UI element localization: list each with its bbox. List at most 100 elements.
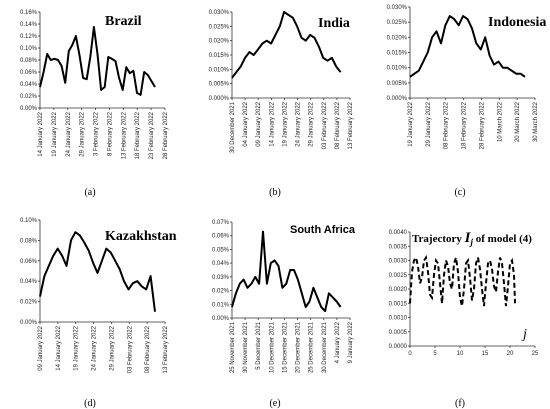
- y-tick-label: 0.030%: [209, 10, 230, 16]
- x-tick-label: 29 January 2022: [426, 101, 432, 146]
- y-tick-label: 0.025%: [209, 24, 230, 30]
- chart-title: Brazil: [105, 14, 142, 29]
- x-tick-label: 18 February 2022: [462, 101, 468, 149]
- caption-f: (f): [455, 398, 465, 409]
- x-tick-label: 14 January 2022: [269, 101, 275, 146]
- y-tick-label: 0.04%: [20, 279, 38, 285]
- y-tick-label: 0.04%: [212, 261, 230, 267]
- x-tick-label: 19 January 2022: [52, 111, 58, 156]
- x-tick-label: 8 February 2022: [107, 111, 113, 156]
- x-tick-label: 29 January 2022: [309, 101, 315, 146]
- y-tick-label: 0.010%: [387, 66, 408, 72]
- y-tick-label: 0.16%: [20, 10, 38, 16]
- y-tick-label: 0.00%: [20, 106, 38, 112]
- caption-d: (d): [84, 398, 96, 409]
- x-tick-label: 28 February 2022: [479, 101, 485, 149]
- y-tick-label: 0.0015: [389, 301, 408, 307]
- x-tick-label: 4 January 2022: [335, 321, 341, 363]
- series-line: [409, 15, 526, 78]
- x-tick-label: 20 December 2021: [296, 321, 302, 373]
- series-line: [39, 231, 156, 312]
- y-tick-label: 0.12%: [20, 34, 38, 40]
- y-tick-label: 0.03%: [212, 275, 230, 281]
- x-tick-label: 19 January 2022: [408, 101, 414, 146]
- x-tick-label: 19 January 2022: [282, 101, 288, 146]
- x-tick-label: 25 December 2021: [309, 321, 315, 373]
- y-tick-label: 0.06%: [212, 234, 230, 240]
- x-tick-label: 24 January 2022: [66, 111, 72, 156]
- y-tick-label: 0.07%: [212, 220, 230, 226]
- x-tick-label: 10: [457, 351, 464, 357]
- x-tick-label: 30 November 2021: [243, 321, 249, 373]
- x-tick-label: 03 February 2022: [322, 101, 328, 149]
- y-tick-label: 0.020%: [387, 35, 408, 41]
- y-tick-label: 0.08%: [20, 58, 38, 64]
- caption-a: (a): [84, 187, 95, 198]
- x-tick-label: 08 February 2022: [145, 325, 151, 373]
- caption-c: (c): [454, 187, 465, 198]
- y-tick-label: 0.08%: [20, 238, 38, 244]
- y-tick-label: 0.025%: [387, 20, 408, 26]
- x-tick-label: 10 March 2022: [497, 101, 503, 142]
- y-tick-label: 0.000%: [387, 96, 408, 102]
- x-tick-label: 29 January 2022: [80, 111, 86, 156]
- y-tick-label: 0.00%: [20, 320, 38, 326]
- x-tick-label: 10 December 2021: [269, 321, 275, 373]
- chart-panel-india: 0.000% 0.005% 0.010% 0.015% 0.020% 0.025% 0.03…: [209, 10, 354, 153]
- series-line: [231, 230, 342, 313]
- caption-b: (b): [269, 187, 281, 198]
- y-tick-label: 0.0025: [389, 273, 408, 279]
- series-line: [409, 254, 516, 307]
- x-tick-label: 25: [532, 351, 539, 357]
- y-tick-label: 0.015%: [209, 53, 230, 59]
- x-tick-label: 14 January 2022: [38, 111, 44, 156]
- y-tick-label: 0.06%: [20, 70, 38, 76]
- y-tick-label: 0.00%: [212, 316, 230, 322]
- x-tick-label: 25 November 2021: [230, 321, 236, 373]
- x-tick-label: 08 February 2022: [335, 101, 341, 149]
- y-tick-label: 0.02%: [20, 94, 38, 100]
- x-tick-label: 24 January 2022: [92, 325, 98, 370]
- chart-panel-south-africa: 0.00% 0.01% 0.02% 0.03% 0.04% 0.05% 0.06% 0.07%…: [212, 220, 356, 373]
- x-tick-label: 23 February 2022: [149, 111, 155, 159]
- y-tick-label: 0.10%: [20, 218, 38, 224]
- y-tick-label: 0.06%: [20, 259, 38, 265]
- y-tick-label: 0.015%: [387, 51, 408, 57]
- x-tick-label: 5: [433, 351, 437, 357]
- y-tick-label: 0.0000: [389, 344, 408, 350]
- caption-e: (e): [269, 398, 280, 409]
- x-tick-label: 30 March 2022: [533, 101, 539, 142]
- x-tick-label: 18 February 2022: [135, 111, 141, 159]
- y-tick-label: 0.0040: [389, 230, 408, 236]
- chart-panel-kazakhstan: 0.00% 0.02% 0.04% 0.06% 0.08% 0.10% 09 January…: [20, 218, 177, 373]
- x-axis-label: j: [521, 327, 527, 342]
- x-tick-label: 14 January 2022: [56, 325, 62, 370]
- y-tick-label: 0.005%: [209, 82, 230, 88]
- x-tick-label: 20: [507, 351, 514, 357]
- x-tick-label: 03 February 2022: [127, 325, 133, 373]
- y-tick-label: 0.0035: [389, 244, 408, 250]
- x-tick-label: 15 December 2021: [282, 321, 288, 373]
- x-tick-label: 20 March 2022: [515, 101, 521, 142]
- y-tick-label: 0.14%: [20, 22, 38, 28]
- series-line: [39, 26, 156, 96]
- y-tick-label: 0.10%: [20, 46, 38, 52]
- x-tick-label: 15: [482, 351, 489, 357]
- x-tick-label: 3 February 2022: [94, 111, 100, 156]
- x-tick-label: 13 February 2022: [348, 101, 354, 149]
- x-tick-label: 04 January 2022: [243, 101, 249, 146]
- y-tick-label: 0.0010: [389, 316, 408, 322]
- x-tick-label: 09 January 2022: [38, 325, 44, 370]
- x-tick-label: 08 February 2022: [444, 101, 450, 149]
- y-tick-label: 0.000%: [209, 96, 230, 102]
- x-tick-label: 29 January 2022: [109, 325, 115, 370]
- y-tick-label: 0.030%: [387, 5, 408, 11]
- y-tick-label: 0.05%: [212, 247, 230, 253]
- x-tick-label: 24 January 2022: [296, 101, 302, 146]
- y-tick-label: 0.02%: [20, 300, 38, 306]
- chart-panel-trajectory: 0.0000 0.0005 0.0010 0.0015 0.0020 0.0025 0.00…: [389, 230, 539, 357]
- x-tick-label: 0: [408, 351, 412, 357]
- y-tick-label: 0.005%: [387, 81, 408, 87]
- chart-title: South Africa: [290, 224, 356, 236]
